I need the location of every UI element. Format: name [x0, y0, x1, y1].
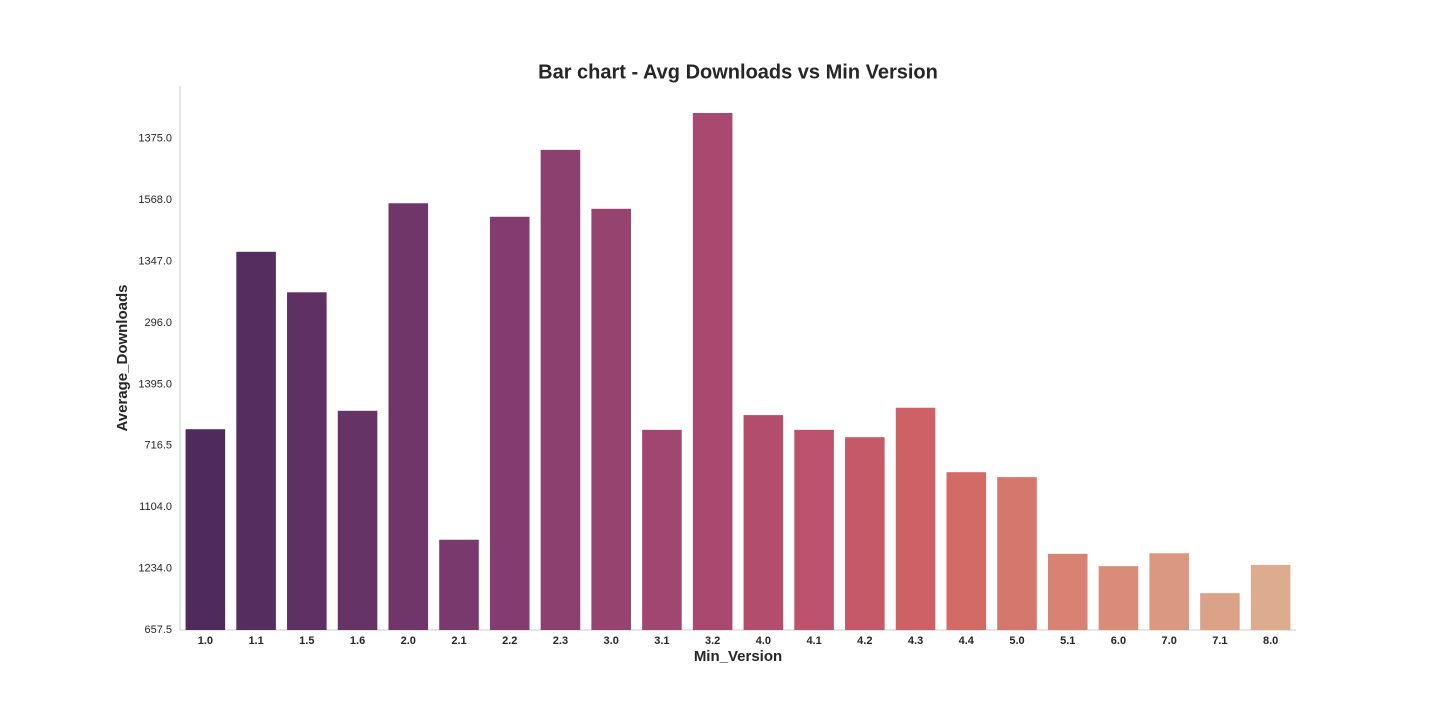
bar — [540, 149, 581, 630]
x-tick-label: 3.1 — [654, 635, 669, 647]
bar — [1047, 553, 1088, 630]
bar — [1098, 566, 1139, 630]
x-tick-label: 4.4 — [959, 635, 975, 647]
bar — [642, 429, 682, 630]
bar — [1149, 553, 1189, 630]
bar — [1250, 564, 1291, 630]
bar — [743, 415, 784, 630]
y-tick-label: 1234.0 — [138, 563, 172, 575]
bar — [236, 251, 276, 630]
x-tick-label: 2.2 — [502, 635, 517, 647]
x-tick-label: 1.1 — [248, 635, 263, 647]
x-tick-label: 7.0 — [1162, 635, 1177, 647]
x-tick-label: 2.3 — [553, 635, 568, 647]
bar — [794, 429, 834, 630]
x-tick-label: 4.2 — [857, 635, 872, 647]
x-tick-label: 4.3 — [908, 635, 923, 647]
y-tick-label: 657.5 — [144, 624, 172, 636]
y-tick-label: 1568.0 — [138, 194, 172, 206]
y-tick-label: 716.5 — [144, 440, 172, 452]
bar — [439, 539, 479, 630]
x-tick-label: 1.6 — [350, 635, 365, 647]
x-tick-label: 4.1 — [806, 635, 821, 647]
x-tick-label: 3.2 — [705, 635, 720, 647]
bar — [388, 203, 429, 630]
x-tick-label: 4.0 — [756, 635, 771, 647]
bar — [845, 437, 885, 630]
x-tick-label: 8.0 — [1263, 635, 1278, 647]
bar — [895, 407, 936, 630]
y-tick-label: 296.0 — [144, 317, 172, 329]
bar — [489, 216, 530, 630]
bar — [692, 113, 733, 630]
chart-title: Bar chart - Avg Downloads vs Min Version — [538, 61, 938, 83]
x-tick-label: 2.0 — [401, 635, 416, 647]
x-tick-label: 1.5 — [299, 635, 314, 647]
bar — [185, 429, 226, 630]
x-tick-label: 2.1 — [451, 635, 466, 647]
x-tick-label: 6.0 — [1111, 635, 1126, 647]
bar — [287, 292, 327, 630]
x-axis-label: Min_Version — [694, 648, 782, 665]
y-tick-label: 1375.0 — [138, 133, 172, 145]
y-tick-label: 1104.0 — [139, 501, 172, 513]
x-tick-label: 5.1 — [1060, 635, 1075, 647]
bar — [997, 477, 1037, 630]
y-axis-label: Average_Downloads — [114, 285, 131, 432]
x-tick-label: 5.0 — [1009, 635, 1024, 647]
y-tick-label: 1395.0 — [138, 378, 172, 390]
x-tick-label: 3.0 — [604, 635, 619, 647]
y-tick-label: 1347.0 — [138, 256, 172, 268]
bar — [946, 472, 987, 630]
bar — [337, 410, 378, 630]
x-tick-label: 1.0 — [198, 635, 213, 647]
bar — [591, 208, 631, 630]
x-tick-label: 7.1 — [1212, 635, 1227, 647]
bar — [1200, 593, 1240, 630]
